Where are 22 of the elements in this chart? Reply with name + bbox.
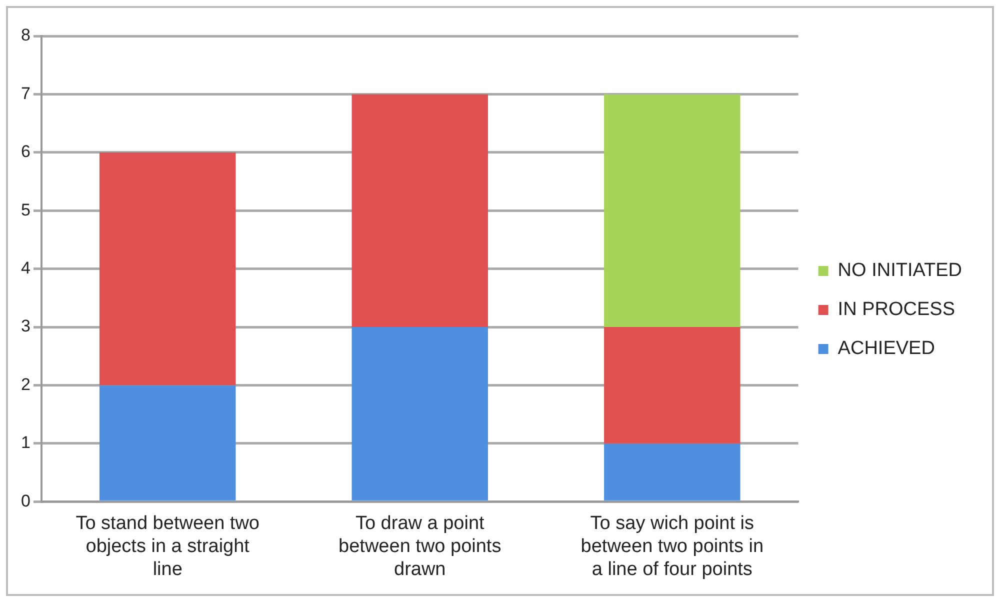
bar: [99, 152, 236, 386]
y-tick-label: 6: [20, 142, 30, 162]
y-tick-label: 7: [20, 84, 30, 103]
y-tick-label: 4: [20, 258, 30, 278]
bar: [604, 327, 740, 444]
y-tick-label: 5: [20, 200, 30, 220]
legend-label: ACHIEVED: [838, 338, 935, 360]
y-tick-label: 8: [20, 26, 30, 45]
x-tick-label: To say wich point is between two points in a line of four points: [580, 513, 764, 580]
x-tick-label: To stand between two objects in a straight line: [76, 513, 260, 580]
bar: [99, 385, 236, 500]
bar: [604, 443, 740, 500]
bar: [604, 94, 740, 327]
bar: [352, 94, 488, 327]
y-tick-label: 1: [20, 433, 30, 452]
x-tick-label: To draw a point between two points drawn: [338, 513, 502, 580]
y-tick-label: 2: [20, 374, 30, 394]
y-tick-label: 0: [20, 491, 30, 510]
y-tick-label: 3: [20, 316, 30, 336]
legend-label: IN PROCESS: [838, 299, 955, 320]
bar: [352, 327, 488, 500]
legend-label: NO INITIATED: [838, 260, 962, 282]
